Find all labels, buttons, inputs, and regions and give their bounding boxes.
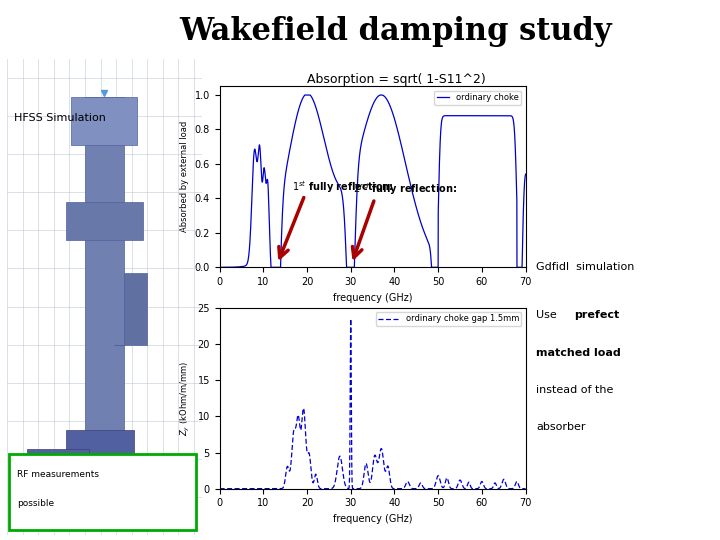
Text: Use: Use [536,310,561,321]
Legend: ordinary choke gap 1.5mm: ordinary choke gap 1.5mm [376,312,521,326]
Polygon shape [85,97,124,454]
Text: Absorption = sqrt( 1-S11^2): Absorption = sqrt( 1-S11^2) [307,73,485,86]
Polygon shape [27,449,89,477]
Y-axis label: $Z_y$ (kOhm/m/mm): $Z_y$ (kOhm/m/mm) [179,361,192,436]
Polygon shape [114,273,147,345]
Text: RF measurements: RF measurements [17,470,99,480]
Text: Gdfidl  simulation: Gdfidl simulation [536,262,635,272]
Text: instead of the: instead of the [536,385,613,395]
Text: matched load: matched load [536,348,621,358]
Text: prefect: prefect [575,310,620,321]
Text: absorber: absorber [536,422,586,433]
Legend: ordinary choke: ordinary choke [434,91,521,105]
Polygon shape [66,430,134,463]
FancyBboxPatch shape [9,454,196,530]
Text: $2^{nd}$ fully reflection:: $2^{nd}$ fully reflection: [353,181,457,197]
X-axis label: frequency (GHz): frequency (GHz) [333,293,413,302]
Polygon shape [71,97,138,145]
Text: possible: possible [17,499,54,508]
Text: HFSS Simulation: HFSS Simulation [14,113,107,124]
Text: $1^{st}$ fully reflection:: $1^{st}$ fully reflection: [292,180,394,195]
X-axis label: frequency (GHz): frequency (GHz) [333,514,413,524]
Polygon shape [66,202,143,240]
Text: Wakefield damping study: Wakefield damping study [180,16,612,47]
Y-axis label: Absorbed by external load: Absorbed by external load [180,121,189,233]
